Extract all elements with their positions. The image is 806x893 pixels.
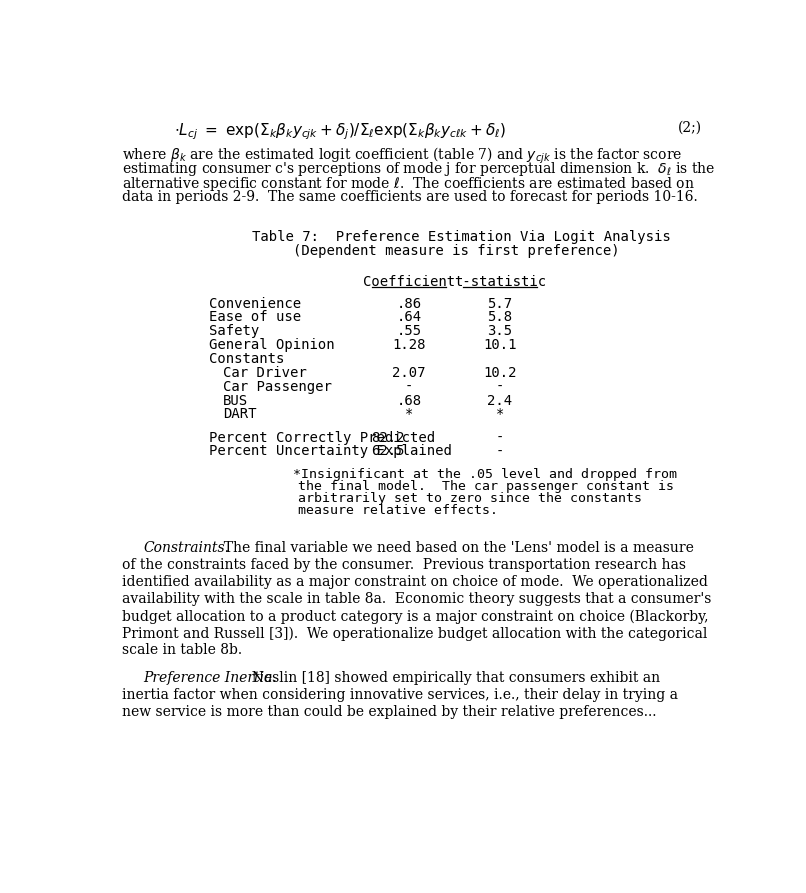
Text: Safety: Safety (210, 324, 260, 338)
Text: -: - (405, 380, 413, 394)
Text: (Dependent measure is first preference): (Dependent measure is first preference) (293, 244, 620, 258)
Text: General Opinion: General Opinion (210, 338, 334, 352)
Text: the final model.  The car passenger constant is: the final model. The car passenger const… (298, 480, 675, 493)
Text: Car Passenger: Car Passenger (223, 380, 332, 394)
Text: Constraints.: Constraints. (143, 541, 230, 555)
Text: measure relative effects.: measure relative effects. (298, 505, 498, 517)
Text: data in periods 2-9.  The same coefficients are used to forecast for periods 10-: data in periods 2-9. The same coefficien… (123, 189, 698, 204)
Text: .68: .68 (397, 394, 422, 407)
Text: -: - (496, 430, 504, 445)
Text: of the constraints faced by the consumer.  Previous transportation research has: of the constraints faced by the consumer… (123, 558, 687, 572)
Text: *Insignificant at the .05 level and dropped from: *Insignificant at the .05 level and drop… (293, 468, 677, 480)
Text: .64: .64 (397, 311, 422, 324)
Text: Car Driver: Car Driver (223, 366, 307, 380)
Text: Percent Correctly Predicted: Percent Correctly Predicted (210, 430, 435, 445)
Text: availability with the scale in table 8a.  Economic theory suggests that a consum: availability with the scale in table 8a.… (123, 592, 712, 606)
Text: (2;): (2;) (678, 121, 702, 135)
Text: Coefficient: Coefficient (364, 275, 455, 289)
Text: t-statistic: t-statistic (454, 275, 546, 289)
Text: .55: .55 (397, 324, 422, 338)
Text: Convenience: Convenience (210, 296, 301, 311)
Text: The final variable we need based on the 'Lens' model is a measure: The final variable we need based on the … (215, 541, 694, 555)
Text: Ease of use: Ease of use (210, 311, 301, 324)
Text: 2.4: 2.4 (488, 394, 513, 407)
Text: Percent Uncertainty Explained: Percent Uncertainty Explained (210, 445, 452, 458)
Text: 1.28: 1.28 (393, 338, 426, 352)
Text: Table 7:  Preference Estimation Via Logit Analysis: Table 7: Preference Estimation Via Logit… (251, 230, 671, 245)
Text: *: * (496, 407, 504, 421)
Text: new service is more than could be explained by their relative preferences...: new service is more than could be explai… (123, 705, 657, 719)
Text: 5.8: 5.8 (488, 311, 513, 324)
Text: BUS: BUS (223, 394, 248, 407)
Text: Primont and Russell [3]).  We operationalize budget allocation with the categori: Primont and Russell [3]). We operational… (123, 626, 708, 640)
Text: arbitrarily set to zero since the constants: arbitrarily set to zero since the consta… (298, 492, 642, 505)
Text: where $\beta_k$ are the estimated logit coefficient (table 7) and $y_{cjk}$ is t: where $\beta_k$ are the estimated logit … (123, 146, 683, 166)
Text: budget allocation to a product category is a major constraint on choice (Blackor: budget allocation to a product category … (123, 609, 709, 623)
Text: estimating consumer c's perceptions of mode j for perceptual dimension k.  $\del: estimating consumer c's perceptions of m… (123, 160, 716, 179)
Text: -: - (496, 445, 504, 458)
Text: -: - (496, 380, 504, 394)
Text: 5.7: 5.7 (488, 296, 513, 311)
Text: inertia factor when considering innovative services, i.e., their delay in trying: inertia factor when considering innovati… (123, 688, 679, 702)
Text: 3.5: 3.5 (488, 324, 513, 338)
Text: 62.5: 62.5 (371, 445, 405, 458)
Text: 2.07: 2.07 (393, 366, 426, 380)
Text: .86: .86 (397, 296, 422, 311)
Text: alternative specific constant for mode $\ell$.  The coefficients are estimated b: alternative specific constant for mode $… (123, 175, 696, 193)
Text: Neslin [18] showed empirically that consumers exhibit an: Neslin [18] showed empirically that cons… (243, 671, 659, 685)
Text: 10.2: 10.2 (483, 366, 517, 380)
Text: $\cdot L_{cj}\ =\ \exp(\Sigma_k \beta_k y_{cjk} + \delta_j)/\Sigma_\ell \exp(\Si: $\cdot L_{cj}\ =\ \exp(\Sigma_k \beta_k … (174, 121, 506, 142)
Text: Preference Inertia.: Preference Inertia. (143, 671, 277, 685)
Text: *: * (405, 407, 413, 421)
Text: Constants: Constants (210, 352, 285, 366)
Text: 82.2: 82.2 (371, 430, 405, 445)
Text: identified availability as a major constraint on choice of mode.  We operational: identified availability as a major const… (123, 575, 708, 589)
Text: scale in table 8b.: scale in table 8b. (123, 643, 243, 657)
Text: DART: DART (223, 407, 256, 421)
Text: 10.1: 10.1 (483, 338, 517, 352)
